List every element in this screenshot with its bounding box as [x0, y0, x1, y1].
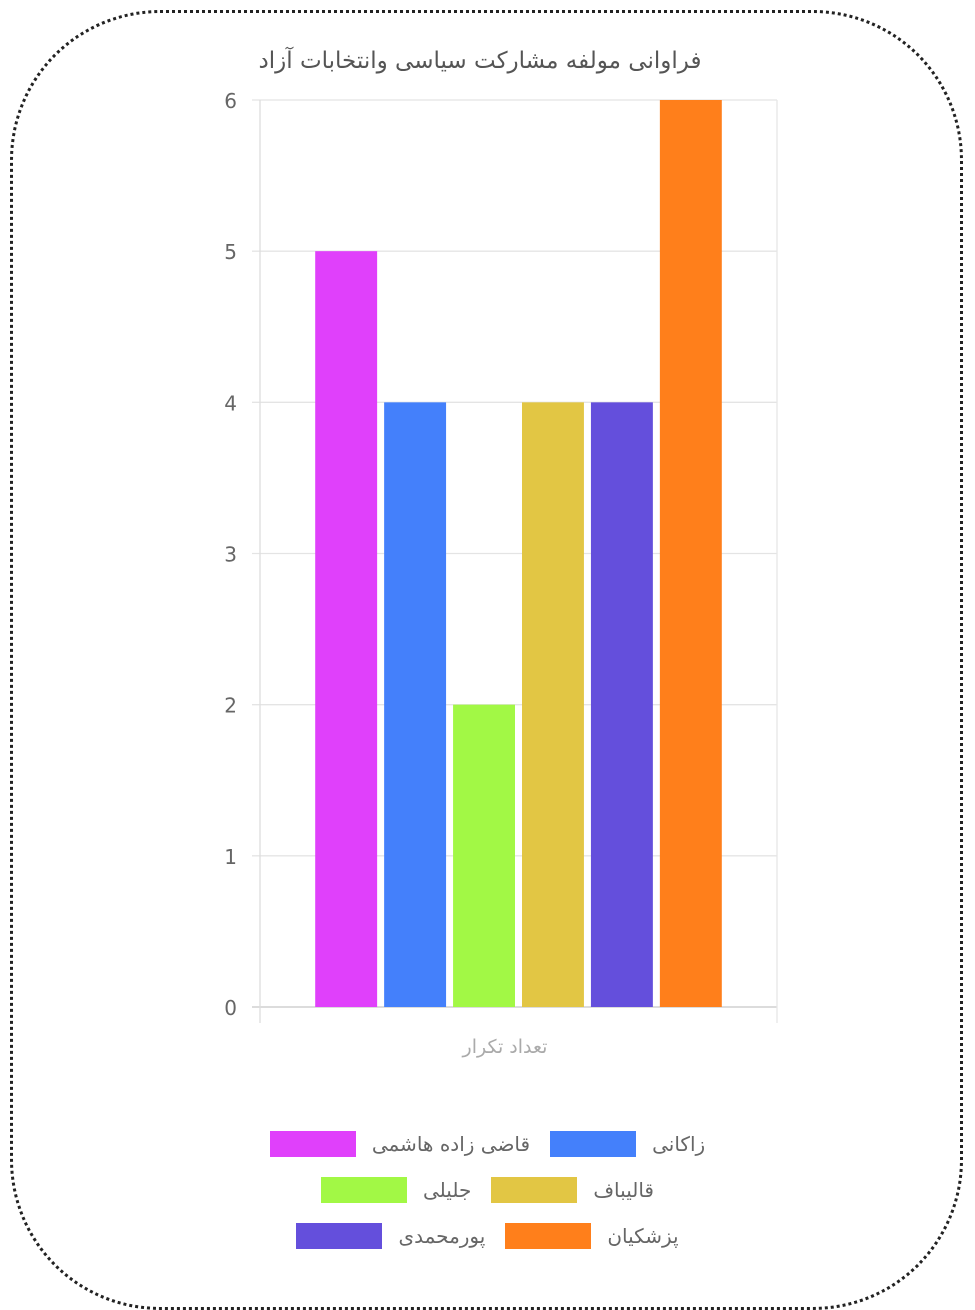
bar[interactable] [522, 402, 584, 1007]
bar[interactable] [659, 100, 722, 1007]
bar[interactable] [453, 704, 515, 1007]
legend-swatch [550, 1131, 637, 1157]
legend-row: زاکانی قاضی زاده هاشمی [0, 1130, 975, 1158]
y-tick-label: 3 [224, 543, 237, 567]
x-category-label: تعداد تکرار [462, 1036, 548, 1058]
legend-row: پزشکیان پورمحمدی [0, 1222, 975, 1250]
legend-swatch [491, 1177, 578, 1203]
legend: زاکانی قاضی زاده هاشمی قالیباف جلیلی پزش… [0, 1130, 975, 1268]
y-tick-label: 5 [224, 240, 237, 264]
legend-label: جلیلی [423, 1178, 472, 1202]
legend-label: پزشکیان [607, 1224, 679, 1248]
legend-item-pezeshkian[interactable]: پزشکیان [505, 1223, 679, 1249]
legend-swatch [269, 1131, 356, 1157]
bars [315, 100, 722, 1007]
bar[interactable] [315, 251, 378, 1007]
chart-title: فراوانی مولفه مشارکت سیاسی وانتخابات آزا… [259, 46, 702, 74]
legend-swatch [296, 1223, 383, 1249]
legend-label: قالیباف [593, 1178, 654, 1202]
axes: 0 1 2 3 4 5 6 [224, 89, 778, 1023]
legend-item-pourmohammadi[interactable]: پورمحمدی [296, 1223, 485, 1249]
y-tick-label: 2 [224, 694, 237, 718]
legend-swatch [321, 1177, 408, 1203]
y-tick-label: 6 [224, 89, 237, 113]
legend-row: قالیباف جلیلی [0, 1176, 975, 1204]
bar[interactable] [590, 402, 653, 1007]
legend-item-ghazizadeh[interactable]: قاضی زاده هاشمی [269, 1131, 531, 1157]
legend-label: قاضی زاده هاشمی [371, 1132, 531, 1156]
y-tick-label: 1 [224, 845, 237, 869]
bar[interactable] [384, 402, 447, 1007]
legend-label: پورمحمدی [398, 1224, 486, 1248]
y-tick-label: 4 [224, 391, 237, 415]
legend-item-jalili[interactable]: جلیلی [321, 1177, 471, 1203]
legend-item-ghalibaf[interactable]: قالیباف [491, 1177, 654, 1203]
bar-chart: فراوانی مولفه مشارکت سیاسی وانتخابات آزا… [224, 46, 778, 1058]
y-tick-label: 0 [224, 996, 237, 1020]
legend-item-zakani[interactable]: زاکانی [550, 1131, 705, 1157]
legend-swatch [505, 1223, 592, 1249]
legend-label: زاکانی [652, 1132, 706, 1156]
